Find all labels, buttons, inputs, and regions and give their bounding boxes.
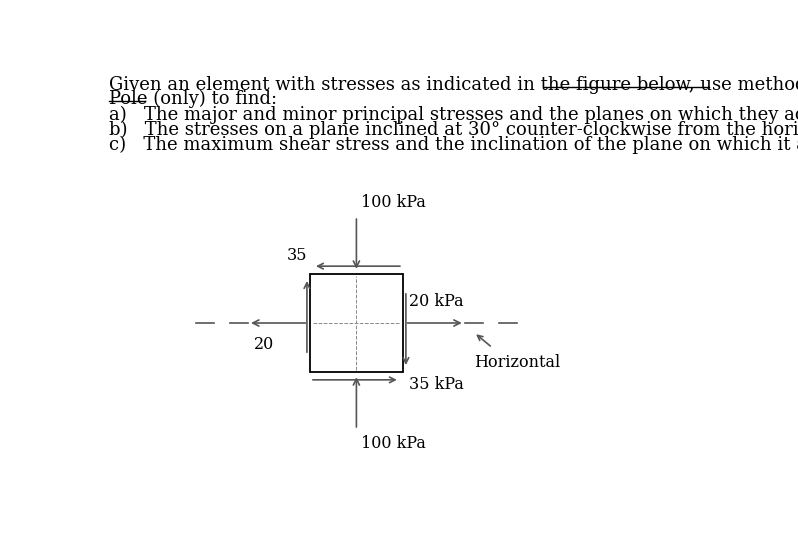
Text: b)   The stresses on a plane inclined at 30° counter-clockwise from the horizont: b) The stresses on a plane inclined at 3… bbox=[109, 121, 798, 139]
Text: Given an element with stresses as indicated in the figure below, use method of t: Given an element with stresses as indica… bbox=[109, 76, 798, 94]
Text: 20: 20 bbox=[254, 336, 274, 353]
Text: 35 kPa: 35 kPa bbox=[409, 376, 464, 393]
Text: c)   The maximum shear stress and the inclination of the plane on which it acts.: c) The maximum shear stress and the incl… bbox=[109, 136, 798, 154]
Text: Pole (only) to find:: Pole (only) to find: bbox=[109, 90, 277, 108]
Text: 100 kPa: 100 kPa bbox=[361, 436, 426, 452]
Text: Horizontal: Horizontal bbox=[474, 354, 560, 371]
Text: 100 kPa: 100 kPa bbox=[361, 194, 426, 210]
Bar bbox=[310, 274, 403, 372]
Text: 20 kPa: 20 kPa bbox=[409, 293, 464, 310]
Text: a)   The major and minor principal stresses and the planes on which they act.: a) The major and minor principal stresse… bbox=[109, 106, 798, 124]
Text: 35: 35 bbox=[286, 248, 307, 265]
